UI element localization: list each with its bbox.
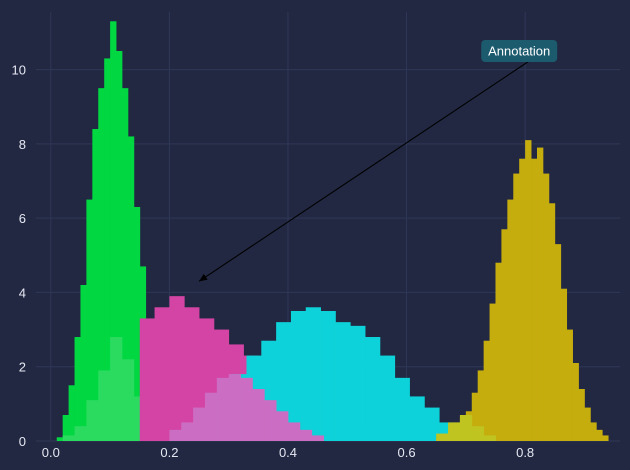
histogram-bar <box>311 435 324 441</box>
histogram-bar <box>542 173 550 442</box>
histogram-bars <box>56 21 609 442</box>
annotation: Annotation <box>198 40 558 282</box>
histogram-bar <box>477 370 485 441</box>
histogram-bar <box>228 374 241 441</box>
histogram-bar <box>596 429 603 441</box>
histogram-bar <box>86 400 99 441</box>
histogram-bar <box>489 303 496 441</box>
y-tick-label: 10 <box>12 63 26 78</box>
histogram-bar <box>436 433 449 441</box>
histogram-bar <box>74 426 87 441</box>
histogram-bar <box>121 88 129 442</box>
histogram-bar <box>110 21 117 442</box>
histogram-bar <box>536 147 544 442</box>
histogram-bar <box>276 411 289 441</box>
histogram-bar <box>56 437 64 441</box>
histogram-bar <box>548 203 556 441</box>
histogram-bar <box>98 370 111 441</box>
histogram-bar <box>513 173 520 442</box>
histogram-bar <box>320 311 336 441</box>
x-tick-label: 0.4 <box>279 445 297 460</box>
histogram-bar <box>471 392 479 441</box>
histogram-bar <box>62 435 75 441</box>
histogram-bar <box>379 355 396 441</box>
histogram-bar <box>299 429 313 441</box>
annotation-text: Annotation <box>488 44 550 59</box>
histogram-bar <box>501 229 508 441</box>
annotation-arrow <box>198 60 530 282</box>
x-tick-label: 0.6 <box>398 445 416 460</box>
histogram-bar <box>578 389 585 441</box>
histogram-bar <box>590 422 597 441</box>
histogram-bar <box>350 325 366 441</box>
y-tick-label: 8 <box>19 137 26 152</box>
histogram-bar <box>127 136 135 441</box>
histogram-bar <box>287 422 301 441</box>
histogram-bar <box>169 296 185 441</box>
histogram-bar <box>305 307 321 441</box>
histogram-bar <box>507 199 514 441</box>
histogram-bar <box>572 363 579 441</box>
y-tick-label: 2 <box>19 360 26 375</box>
histogram-bar <box>86 199 93 441</box>
histogram-bar <box>92 129 99 441</box>
histogram-bar <box>566 329 573 441</box>
histogram-series-7 <box>436 415 496 441</box>
histogram-bar <box>68 385 75 441</box>
histogram-bar <box>394 377 410 441</box>
histogram-bar <box>483 435 496 441</box>
histogram-bar <box>471 426 485 441</box>
y-tick-label: 4 <box>19 285 26 300</box>
histogram-series-5 <box>169 374 324 441</box>
histogram-bar <box>62 415 70 441</box>
annotation-box <box>481 40 558 62</box>
histogram-bar <box>365 337 381 441</box>
histogram-bar <box>181 422 194 441</box>
histogram-bar <box>74 337 81 441</box>
histogram-bar <box>264 400 277 441</box>
histogram-bar <box>252 389 265 441</box>
x-tick-label: 0.8 <box>516 445 534 460</box>
histogram-bar <box>290 311 307 441</box>
histogram-bar <box>584 407 591 441</box>
y-tick-label: 6 <box>19 211 26 226</box>
histogram-bar <box>98 88 105 442</box>
histogram-bar <box>424 407 440 441</box>
annotation-arrowhead <box>199 273 208 282</box>
histogram-bar <box>104 58 111 442</box>
x-tick-label: 0.0 <box>42 445 60 460</box>
histogram-bar <box>448 422 461 441</box>
histogram-bar <box>525 140 532 441</box>
histogram-bar <box>495 262 502 441</box>
histogram-bar <box>110 337 123 441</box>
histogram-bar <box>554 244 562 441</box>
histogram-series-6 <box>436 140 609 442</box>
histogram-bar <box>483 340 490 441</box>
histogram-bar <box>519 158 526 441</box>
x-tick-label: 0.2 <box>160 445 178 460</box>
histogram-bar <box>154 307 170 441</box>
histogram-bar <box>116 51 123 441</box>
histogram-bar <box>204 392 218 441</box>
histogram-bar <box>193 407 206 441</box>
histogram-bar <box>139 318 155 441</box>
histogram-bar <box>409 396 425 441</box>
histogram-bar <box>335 322 351 441</box>
y-tick-label: 0 <box>19 434 26 449</box>
histogram-bar <box>80 285 87 441</box>
histogram-bar <box>133 207 141 441</box>
histogram-bar <box>184 307 200 441</box>
histogram-bar <box>602 435 609 441</box>
axis-tick-labels: 0.0 0.2 0.4 0.6 0.8 0 2 4 6 8 10 <box>12 63 535 460</box>
histogram-bar <box>560 288 568 441</box>
histogram-bar <box>240 377 253 441</box>
histogram-bar <box>216 377 230 441</box>
histogram-bar <box>121 359 135 441</box>
histogram-bar <box>459 415 473 441</box>
histogram-bar <box>531 158 538 441</box>
histogram-bar <box>169 429 182 441</box>
